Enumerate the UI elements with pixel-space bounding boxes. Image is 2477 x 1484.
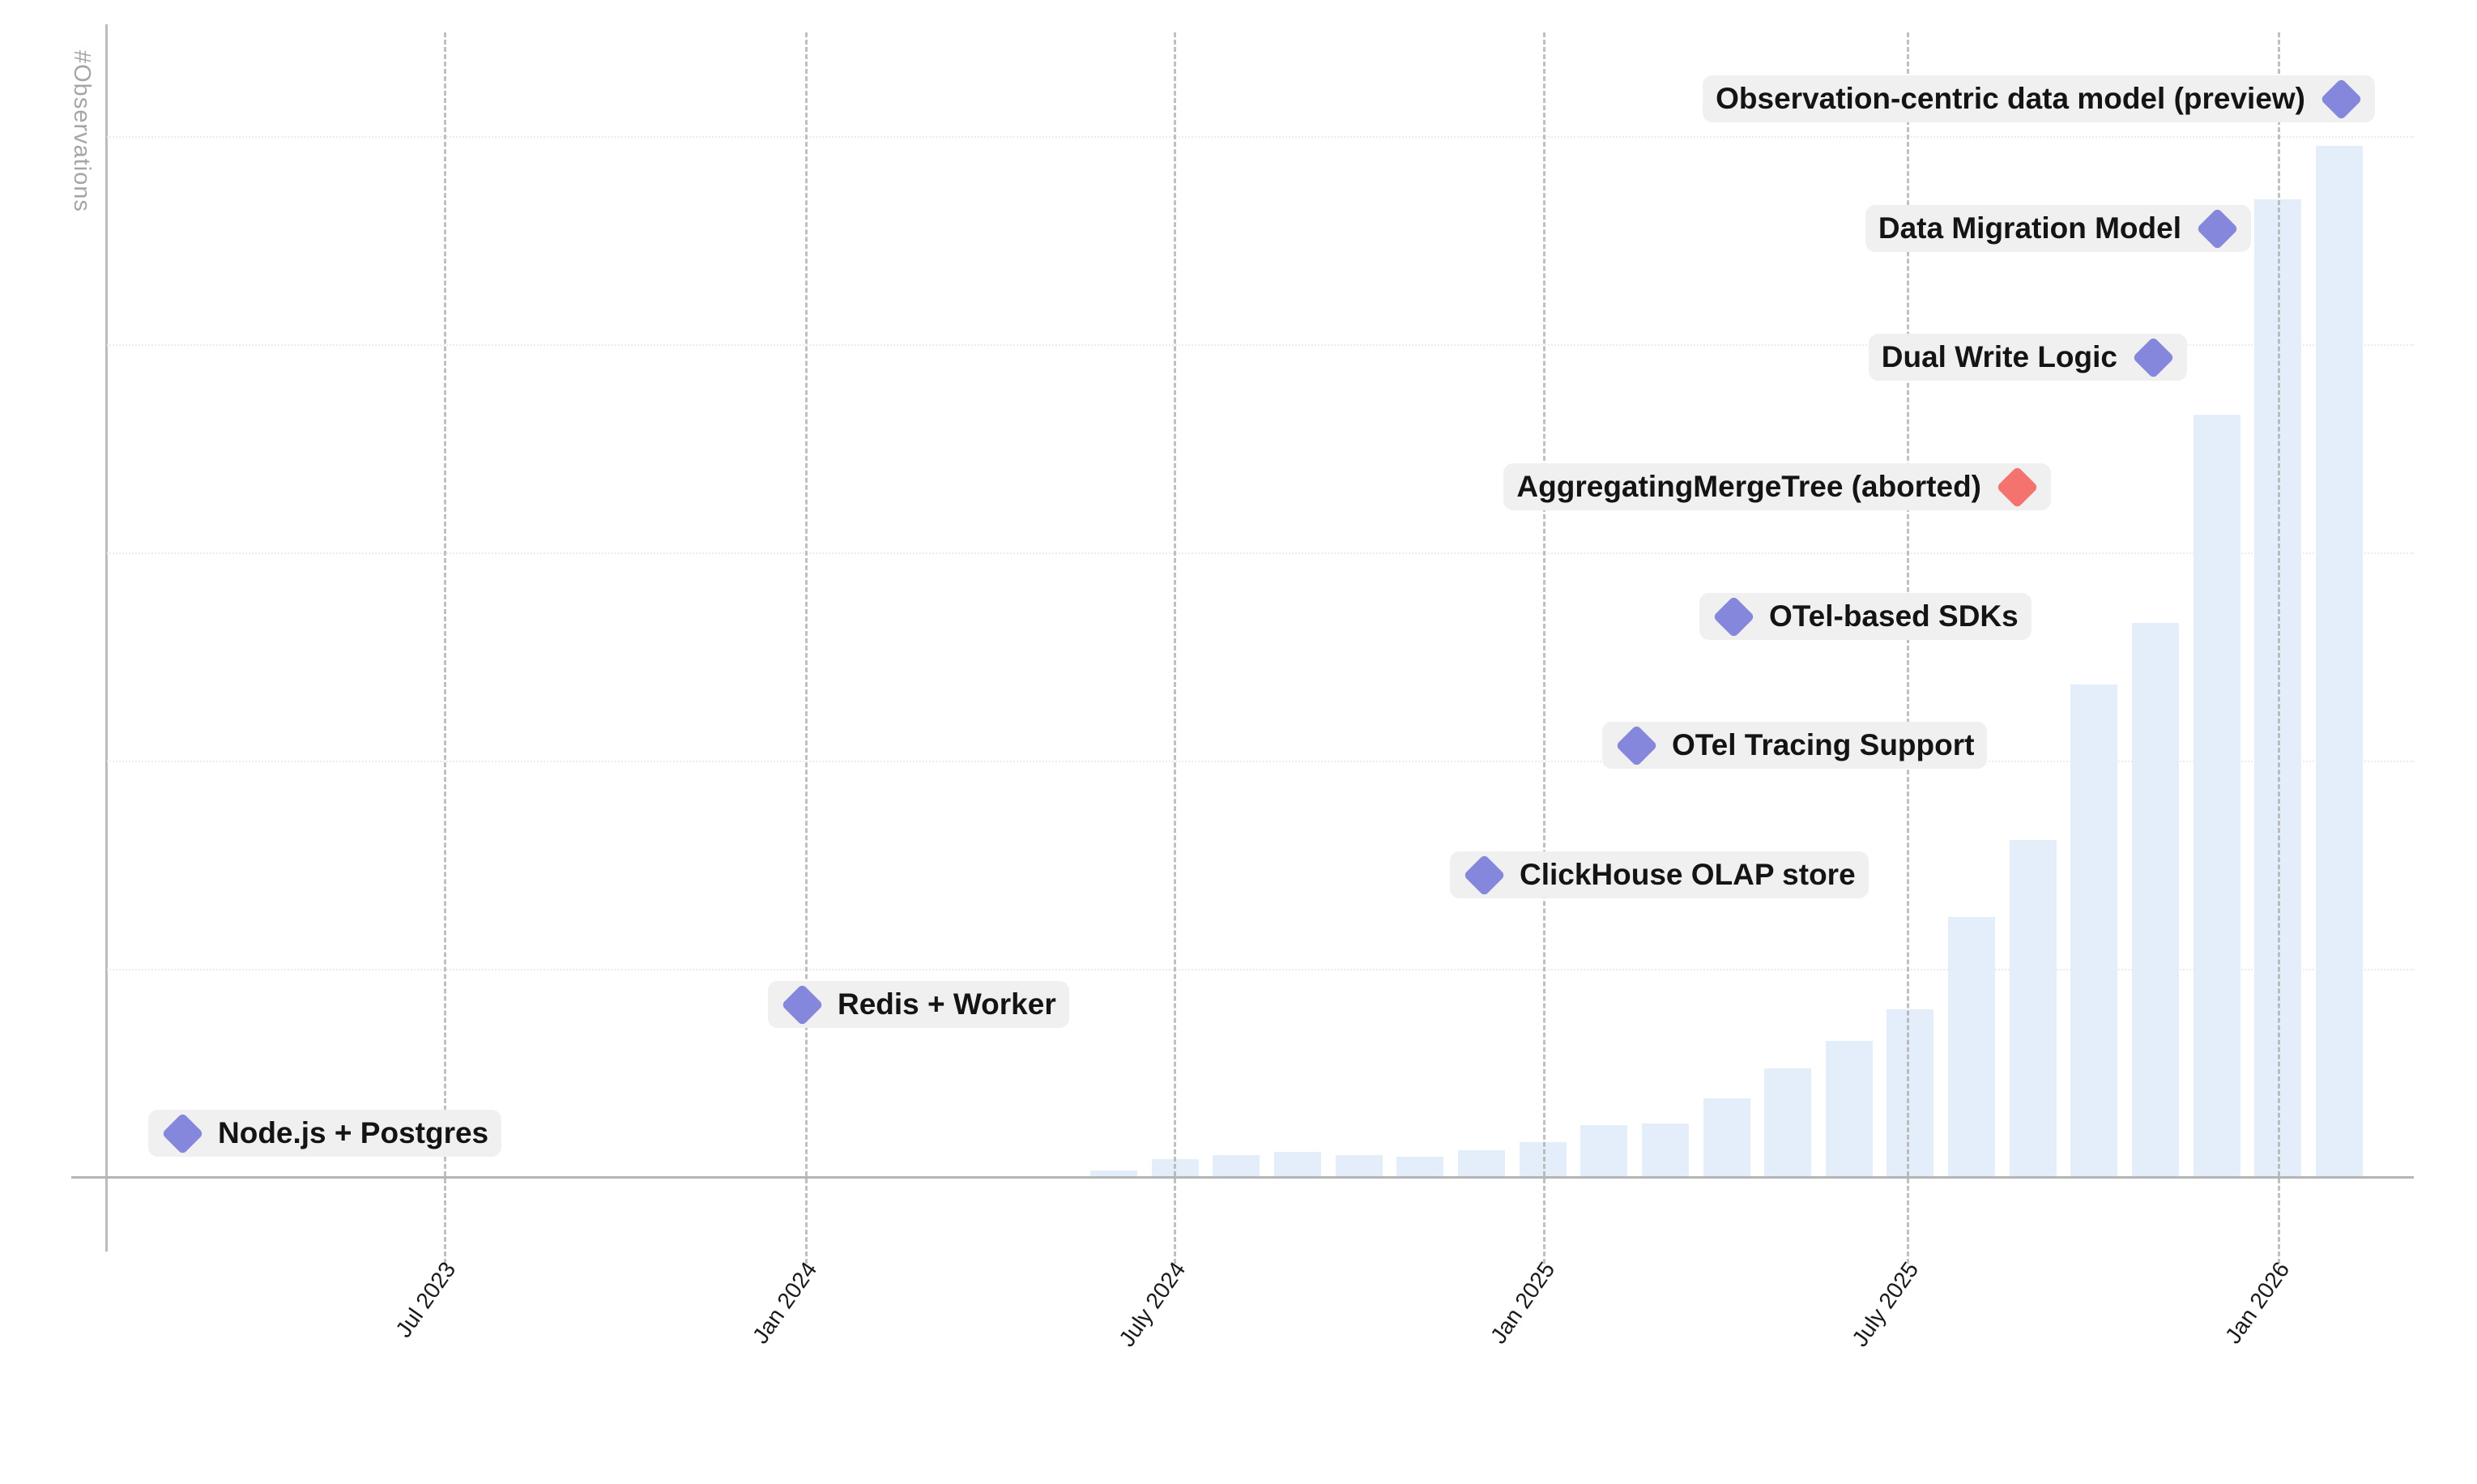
diamond-shape <box>1462 853 1506 897</box>
vertical-gridline <box>1907 32 1909 1264</box>
milestone-dual-write-logic: Dual Write Logic <box>1868 334 2187 381</box>
milestone-label: Redis + Worker <box>838 987 1056 1021</box>
bar-aug-2024 <box>1213 1155 1260 1177</box>
diamond-marker-icon <box>2131 335 2175 379</box>
bar-nov-2024 <box>1396 1157 1443 1177</box>
bar-nov-2025 <box>2132 623 2179 1177</box>
x-tick-label: Jan 2025 <box>1485 1257 1560 1349</box>
milestone-label: Data Migration Model <box>1878 211 2181 245</box>
bar-dec-2024 <box>1458 1150 1505 1177</box>
milestone-label: Dual Write Logic <box>1881 340 2117 373</box>
bar-jun-2024 <box>1090 1171 1137 1177</box>
milestone-label: Node.js + Postgres <box>218 1116 489 1149</box>
milestone-otel-tracing-support: OTel Tracing Support <box>1602 722 1988 769</box>
y-axis-label: #Observations <box>69 50 95 212</box>
vertical-gridline <box>444 32 446 1264</box>
milestone-otel-based-sdks: OTel-based SDKs <box>1699 593 2031 640</box>
diamond-shape <box>1614 723 1658 767</box>
diamond-marker-icon <box>2319 77 2363 121</box>
bar-dec-2025 <box>2193 415 2240 1177</box>
horizontal-gridline <box>107 969 2414 970</box>
milestone-redis-worker: Redis + Worker <box>768 981 1069 1028</box>
bar-may-2025 <box>1764 1068 1811 1177</box>
diamond-shape <box>780 983 824 1026</box>
diamond-shape <box>2319 77 2363 121</box>
diamond-shape <box>1712 595 1755 638</box>
milestone-label: ClickHouse OLAP store <box>1520 858 1856 891</box>
bar-jun-2025 <box>1826 1041 1873 1177</box>
milestone-label: Observation-centric data model (preview) <box>1716 82 2305 115</box>
milestone-label: AggregatingMergeTree (aborted) <box>1516 470 1981 503</box>
milestone-label: OTel-based SDKs <box>1769 599 2019 633</box>
bar-sep-2025 <box>2010 840 2057 1177</box>
milestone-data-migration-model: Data Migration Model <box>1865 205 2251 252</box>
horizontal-gridline <box>107 136 2414 138</box>
y-axis-line <box>105 24 108 1252</box>
x-tick-label: July 2025 <box>1847 1257 1924 1351</box>
bar-oct-2025 <box>2070 684 2117 1177</box>
vertical-gridline <box>1174 32 1176 1264</box>
bar-sep-2024 <box>1274 1152 1321 1177</box>
horizontal-gridline <box>107 344 2414 346</box>
bar-oct-2024 <box>1336 1155 1383 1177</box>
milestone-timeline-chart: #Observations Jul 2023 Jan 2024 July 2024 J… <box>69 24 2414 1351</box>
diamond-marker-icon <box>780 983 824 1026</box>
vertical-gridline <box>805 32 808 1264</box>
x-axis-line <box>71 1176 2414 1179</box>
bar-feb-2026 <box>2316 146 2363 1177</box>
diamond-marker-aborted-icon <box>1995 465 2039 509</box>
bar-apr-2025 <box>1703 1098 1750 1177</box>
vertical-gridline <box>2278 32 2280 1264</box>
horizontal-gridline <box>107 552 2414 554</box>
milestone-aggregatingmergetree-aborted: AggregatingMergeTree (aborted) <box>1503 463 2051 510</box>
diamond-marker-icon <box>1712 595 1755 638</box>
diamond-marker-icon <box>1614 723 1658 767</box>
milestone-clickhouse-olap-store: ClickHouse OLAP store <box>1450 851 1869 898</box>
x-tick-label: Jul 2023 <box>390 1257 461 1342</box>
bar-mar-2025 <box>1642 1124 1689 1177</box>
diamond-marker-icon <box>2195 207 2239 250</box>
vertical-gridline <box>1543 32 1545 1264</box>
bar-aug-2025 <box>1948 917 1995 1177</box>
x-tick-label: Jan 2024 <box>747 1257 822 1349</box>
diamond-shape <box>1995 465 2039 509</box>
diamond-marker-icon <box>160 1111 204 1155</box>
diamond-shape <box>160 1111 204 1155</box>
diamond-shape <box>2195 207 2239 250</box>
milestone-observation-centric-data-model-preview: Observation-centric data model (preview) <box>1703 75 2375 122</box>
bar-feb-2025 <box>1580 1125 1627 1177</box>
horizontal-gridline <box>107 761 2414 762</box>
diamond-shape <box>2131 335 2175 379</box>
x-tick-label: Jan 2026 <box>2219 1257 2295 1349</box>
diamond-marker-icon <box>1462 853 1506 897</box>
bar-jul-2025 <box>1887 1009 1933 1177</box>
milestone-node-js-postgres: Node.js + Postgres <box>148 1110 502 1157</box>
x-tick-label: July 2024 <box>1114 1257 1191 1351</box>
milestone-label: OTel Tracing Support <box>1672 728 1975 761</box>
